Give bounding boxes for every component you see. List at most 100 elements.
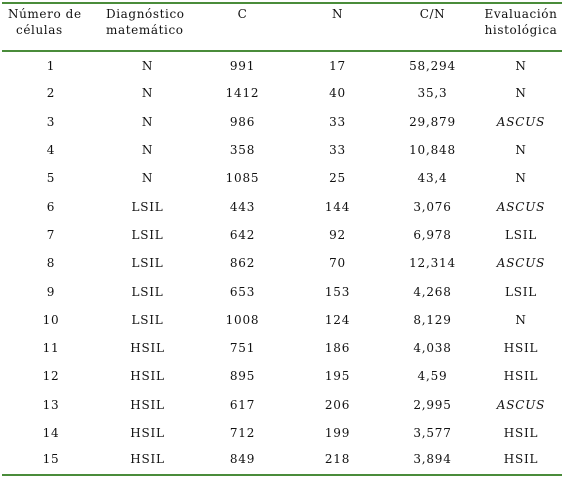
- c-value: 653: [229, 284, 256, 299]
- c-n-ratio: 12,314: [409, 256, 456, 271]
- c-value: 617: [229, 397, 256, 412]
- header-line: células: [16, 23, 63, 37]
- histological-evaluation: ASCUS: [496, 256, 546, 271]
- c-value: 751: [229, 341, 256, 356]
- c-value: 358: [229, 143, 256, 158]
- n-value: 153: [324, 284, 351, 299]
- c-n-ratio: 6,978: [413, 227, 452, 242]
- cell-number: 14: [42, 426, 60, 440]
- histological-evaluation: ASCUS: [496, 397, 546, 412]
- histological-evaluation: N: [515, 58, 527, 73]
- cell-number: 5: [46, 171, 56, 186]
- math-diagnosis: N: [141, 114, 154, 129]
- math-diagnosis: HSIL: [130, 397, 165, 412]
- n-value: 40: [329, 86, 346, 101]
- n-value: 124: [324, 312, 351, 327]
- c-n-ratio: 10,848: [409, 143, 456, 158]
- n-value: 33: [329, 143, 346, 158]
- math-diagnosis: LSIL: [131, 312, 164, 327]
- table-row: 12 HSIL 895 195 4,59 HSIL: [2, 362, 562, 390]
- table-row: 15 HSIL 849 218 3,894 HSIL: [2, 447, 562, 476]
- math-diagnosis: N: [141, 58, 154, 73]
- n-value: 144: [324, 199, 351, 214]
- table-header: Número de células Diagnóstico matemático…: [2, 3, 562, 51]
- table-row: 4 N 358 33 10,848 N: [2, 136, 562, 164]
- c-value: 991: [229, 58, 256, 73]
- c-n-ratio: 4,59: [417, 369, 448, 384]
- table-row: 7 LSIL 642 92 6,978 LSIL: [2, 221, 562, 249]
- table-row: 1 N 991 17 58,294 N: [2, 51, 562, 79]
- header-line: histológica: [484, 23, 558, 37]
- cell-number: 10: [42, 312, 60, 327]
- math-diagnosis: LSIL: [131, 199, 164, 214]
- c-value: 849: [229, 452, 256, 467]
- math-diagnosis: HSIL: [130, 369, 165, 384]
- math-diagnosis: HSIL: [130, 341, 165, 356]
- histological-evaluation: ASCUS: [496, 114, 546, 129]
- math-diagnosis: LSIL: [131, 256, 164, 271]
- header-line: matemático: [106, 23, 184, 37]
- c-n-ratio: 29,879: [409, 114, 456, 129]
- table-row: 5 N 1085 25 43,4 N: [2, 164, 562, 192]
- header-line: N: [331, 7, 344, 21]
- table-row: 13 HSIL 617 206 2,995 ASCUS: [2, 391, 562, 419]
- histological-evaluation: HSIL: [503, 341, 539, 356]
- histological-evaluation: LSIL: [504, 284, 538, 299]
- c-value: 443: [229, 199, 256, 214]
- math-diagnosis: LSIL: [131, 227, 164, 242]
- n-value: 206: [324, 397, 351, 412]
- header-c: C: [195, 3, 290, 51]
- math-diagnosis: HSIL: [130, 426, 165, 440]
- n-value: 25: [329, 171, 346, 186]
- cell-number: 2: [46, 86, 56, 101]
- c-n-ratio: 8,129: [413, 312, 452, 327]
- c-value: 712: [229, 426, 256, 440]
- math-diagnosis: LSIL: [131, 284, 164, 299]
- header-cell-count: Número de células: [2, 3, 100, 51]
- histological-evaluation: N: [515, 86, 527, 101]
- histological-evaluation: LSIL: [504, 227, 538, 242]
- cell-number: 11: [42, 341, 60, 356]
- table-row: 14 HSIL 712 199 3,577 HSIL: [2, 419, 562, 447]
- header-row: Número de células Diagnóstico matemático…: [2, 3, 562, 51]
- c-value: 862: [229, 256, 256, 271]
- cell-number: 8: [46, 256, 56, 271]
- n-value: 17: [329, 58, 346, 73]
- header-line: C/N: [419, 7, 446, 21]
- c-value: 1008: [225, 312, 260, 327]
- header-line: C: [237, 7, 248, 21]
- cell-number: 6: [46, 199, 56, 214]
- histological-evaluation: N: [515, 171, 527, 186]
- header-line: Evaluación: [484, 7, 558, 21]
- table-row: 6 LSIL 443 144 3,076 ASCUS: [2, 192, 562, 220]
- cell-number: 1: [46, 58, 56, 73]
- cell-number: 3: [46, 114, 56, 129]
- c-value: 895: [229, 369, 256, 384]
- cell-number: 13: [42, 397, 60, 412]
- n-value: 92: [329, 227, 346, 242]
- c-n-ratio: 3,577: [413, 426, 452, 440]
- n-value: 70: [329, 256, 346, 271]
- math-diagnosis: N: [141, 143, 154, 158]
- math-diagnosis: HSIL: [130, 452, 165, 467]
- table-row: 2 N 1412 40 35,3 N: [2, 79, 562, 107]
- n-value: 186: [324, 341, 351, 356]
- cell-number: 15: [42, 452, 60, 467]
- c-n-ratio: 35,3: [417, 86, 448, 101]
- table-body: 1 N 991 17 58,294 N 2 N 1412 40 35,3 N 3 N 986 33 29,879…: [2, 51, 562, 476]
- n-value: 33: [329, 114, 346, 129]
- cell-number: 12: [42, 369, 60, 384]
- table-row: 8 LSIL 862 70 12,314 ASCUS: [2, 249, 562, 277]
- n-value: 195: [324, 369, 351, 384]
- table-row: 10 LSIL 1008 124 8,129 N: [2, 306, 562, 334]
- histological-evaluation: N: [515, 143, 527, 158]
- n-value: 218: [324, 452, 351, 467]
- header-line: Diagnóstico: [106, 7, 185, 21]
- c-n-ratio: 3,894: [413, 452, 452, 467]
- histological-evaluation: HSIL: [503, 452, 539, 467]
- histological-evaluation: N: [515, 312, 527, 327]
- table-row: 11 HSIL 751 186 4,038 HSIL: [2, 334, 562, 362]
- histological-evaluation: HSIL: [503, 369, 539, 384]
- histological-evaluation: HSIL: [503, 426, 539, 440]
